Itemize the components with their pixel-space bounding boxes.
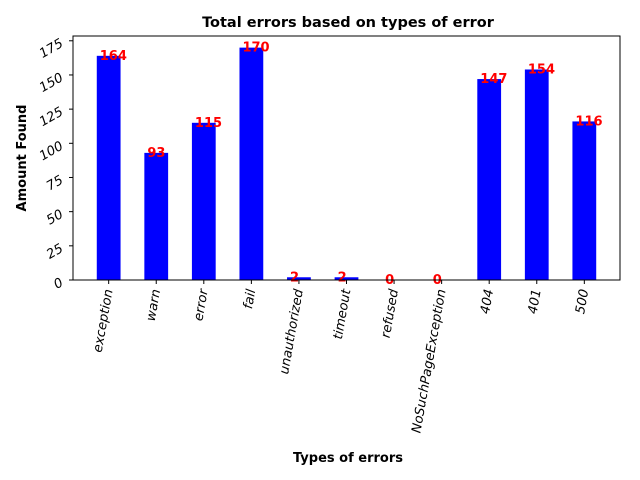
y-tick-label-0: 0 [51,275,66,292]
bar-401 [524,69,549,281]
x-tick-label-401: 401 [526,288,545,315]
x-tick-label-timeout: timeout [331,287,355,340]
bar-warn [144,152,169,280]
chart-title: Total errors based on types of error [202,15,495,31]
data-label-timeout: 2 [338,270,347,285]
bar-error [191,122,216,280]
x-tick-label-NoSuchPageException: NoSuchPageException [409,288,449,434]
x-tick-label-error: error [191,286,212,322]
bar-unauthorized [287,277,311,280]
data-label-warn: 93 [147,146,165,161]
bar-fail [239,47,264,281]
bar-404 [477,79,502,280]
data-label-401: 154 [528,62,555,77]
data-label-404: 147 [480,72,507,87]
y-tick-label-150: 150 [37,70,66,95]
data-label-fail: 170 [242,41,269,56]
data-label-error: 115 [195,116,222,131]
x-tick-label-500: 500 [573,288,592,315]
x-tick-label-fail: fail [241,288,259,310]
bar-500 [572,121,597,281]
x-tick-label-warn: warn [144,288,164,322]
y-axis-label: Amount Found [15,105,30,212]
data-label-exception: 164 [100,49,127,64]
x-axis-label: Types of errors [293,451,403,466]
y-tick-label-75: 75 [44,173,66,194]
bar-timeout [334,277,359,280]
x-tick-label-refused: refused [379,287,402,339]
x-tick-label-exception: exception [91,288,117,354]
y-tick-label-175: 175 [37,36,66,61]
x-tick-label-404: 404 [478,288,497,315]
y-tick-label-25: 25 [44,241,66,262]
data-label-unauthorized: 2 [290,270,299,285]
y-tick-label-125: 125 [37,105,66,130]
bar-exception [96,55,121,280]
data-label-500: 116 [575,114,602,129]
x-tick-label-unauthorized: unauthorized [277,287,307,375]
y-tick-label-100: 100 [37,139,66,164]
y-tick-label-50: 50 [44,207,66,228]
